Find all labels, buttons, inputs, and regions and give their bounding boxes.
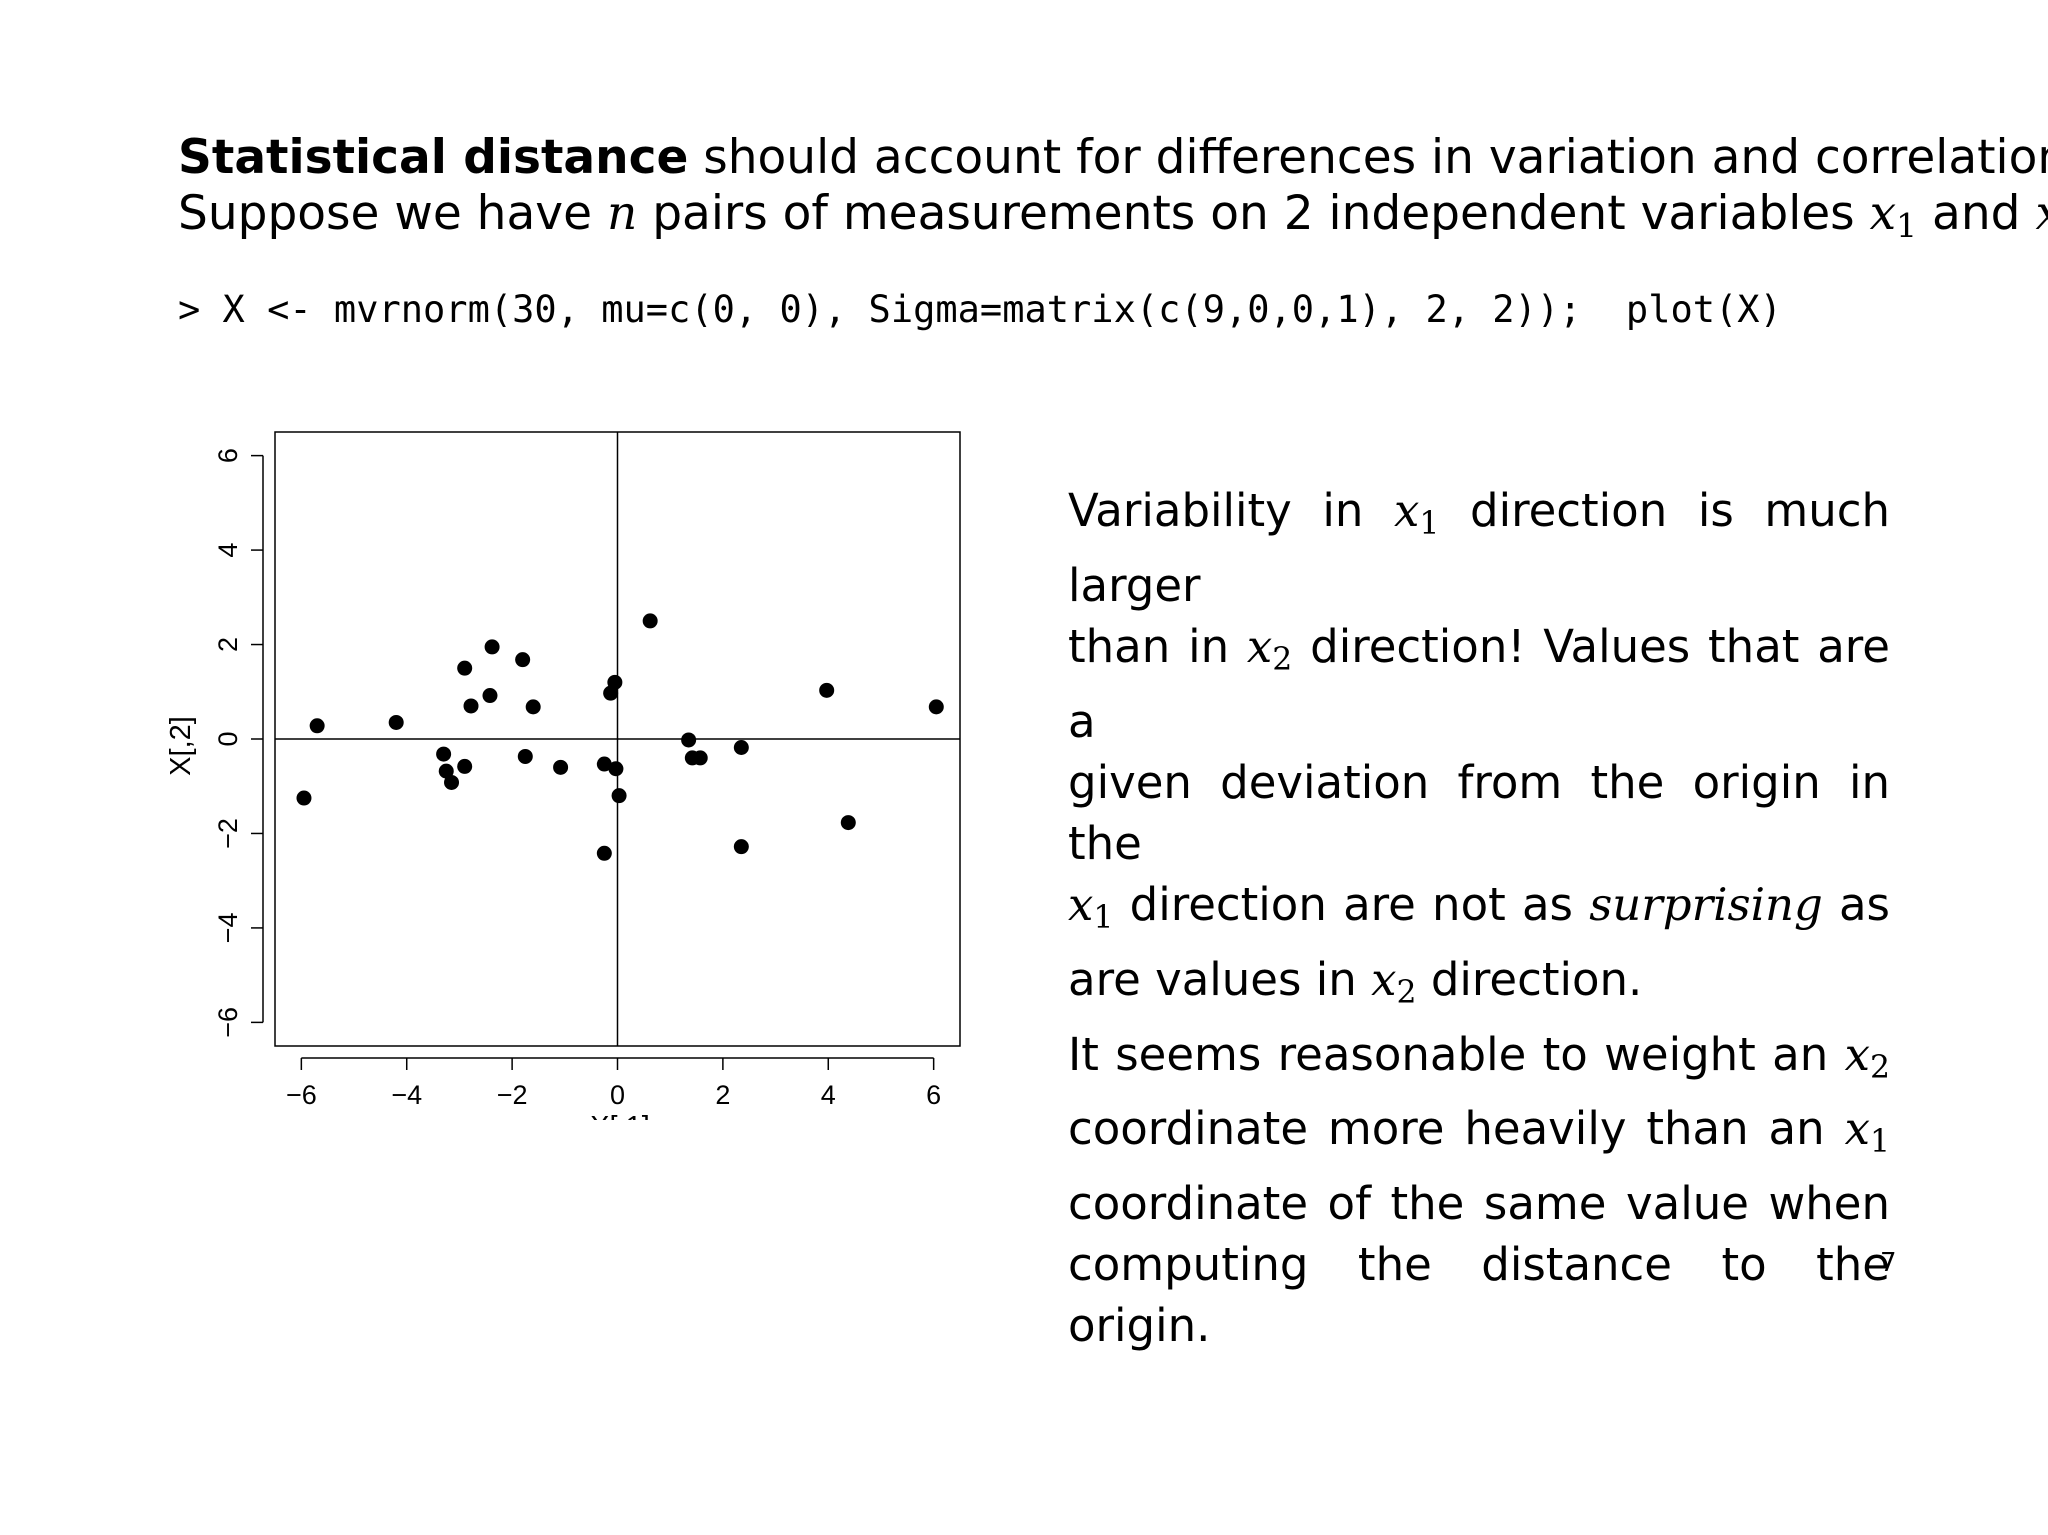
emphasis-surprising: surprising	[1589, 877, 1823, 931]
data-point	[463, 698, 479, 714]
data-point	[840, 815, 856, 831]
data-point	[515, 652, 531, 668]
y-tick-label: 4	[213, 543, 243, 558]
data-point	[444, 774, 460, 790]
data-point	[388, 714, 404, 730]
x-tick-label: 0	[610, 1080, 625, 1110]
side-line-5: are values in x2 direction.	[1068, 952, 1643, 1011]
intro-line-2: Suppose we have n pairs of measurements …	[178, 186, 2048, 254]
x-tick-label: 6	[926, 1080, 941, 1110]
explanation-paragraph: Variability in x1 direction is much larg…	[1068, 480, 1890, 1356]
math-x2: x2	[1246, 619, 1293, 678]
y-tick-label: −2	[213, 818, 243, 849]
side-line-1: Variability in x1 direction is much larg…	[1068, 484, 1890, 612]
y-tick-label: 2	[213, 637, 243, 652]
math-x1: x1	[1068, 877, 1114, 936]
data-point	[309, 718, 325, 734]
y-tick-label: 0	[213, 731, 243, 746]
data-point	[517, 748, 533, 764]
y-axis-label: X[,2]	[165, 716, 197, 776]
data-point	[457, 758, 473, 774]
data-point	[819, 682, 835, 698]
data-point	[928, 699, 944, 715]
math-x1: x1	[1869, 186, 1918, 246]
math-x1: x1	[1394, 484, 1440, 542]
y-tick-label: −4	[213, 913, 243, 944]
bold-term: Statistical distance	[178, 130, 689, 185]
data-point	[482, 688, 498, 704]
side-line-2: than in x2 direction! Values that are a	[1068, 619, 1890, 748]
side-line-7: coordinate more heavily than an x1	[1068, 1102, 1890, 1161]
data-point	[553, 759, 569, 775]
data-point	[457, 660, 473, 676]
data-point	[438, 763, 454, 779]
intro-paragraph: Statistical distance should account for …	[178, 130, 2048, 254]
math-x2: x2	[1371, 952, 1417, 1011]
x-axis-label: X[,1]	[590, 1111, 650, 1120]
intro-line-2-b: pairs of measurements on 2 independent v…	[652, 186, 1855, 241]
data-point	[733, 740, 749, 756]
y-tick-label: −6	[213, 1007, 243, 1038]
data-point	[692, 750, 708, 766]
data-point	[642, 613, 658, 629]
x-tick-label: −2	[497, 1080, 528, 1110]
page-number: 7	[1880, 1248, 1897, 1278]
data-point	[733, 839, 749, 855]
data-point	[596, 756, 612, 772]
intro-and: and	[1932, 186, 2021, 241]
data-point	[436, 746, 452, 762]
side-line-9: computing the distance to the origin.	[1068, 1238, 1890, 1353]
intro-line-1: Statistical distance should account for …	[178, 130, 2048, 186]
math-x2: x2	[1844, 1027, 1890, 1086]
data-point	[607, 674, 623, 690]
x-tick-label: −6	[286, 1080, 317, 1110]
scatter-plot: −6 −6 −4 −4 −2 −2 0 0 2 2 4 4 6 6 X[,1] X[,2]	[165, 431, 961, 1120]
data-point	[608, 761, 624, 777]
data-point	[296, 790, 312, 806]
math-x2: x2	[2035, 186, 2048, 241]
data-point	[525, 699, 541, 715]
math-x1: x1	[1844, 1102, 1890, 1161]
x-tick-label: −4	[391, 1080, 422, 1110]
data-point	[611, 788, 627, 804]
x-tick-label: 4	[821, 1080, 836, 1110]
side-line-6: It seems reasonable to weight an x2	[1068, 1027, 1890, 1086]
math-n: n	[606, 186, 638, 241]
y-tick-label: 6	[213, 448, 243, 463]
side-line-3: given deviation from the origin in the	[1068, 755, 1890, 870]
x-tick-label: 2	[715, 1080, 730, 1110]
data-point	[484, 639, 500, 655]
r-code-line: > X <- mvrnorm(30, mu=c(0, 0), Sigma=mat…	[178, 288, 1782, 331]
intro-line-1-text: should account for differences in variat…	[703, 130, 2048, 185]
data-point	[681, 732, 697, 748]
side-line-4: x1 direction are not as surprising as	[1068, 877, 1891, 936]
side-line-8: coordinate of the same value when	[1068, 1177, 1890, 1231]
intro-line-2-a: Suppose we have	[178, 186, 593, 241]
data-point	[596, 845, 612, 861]
